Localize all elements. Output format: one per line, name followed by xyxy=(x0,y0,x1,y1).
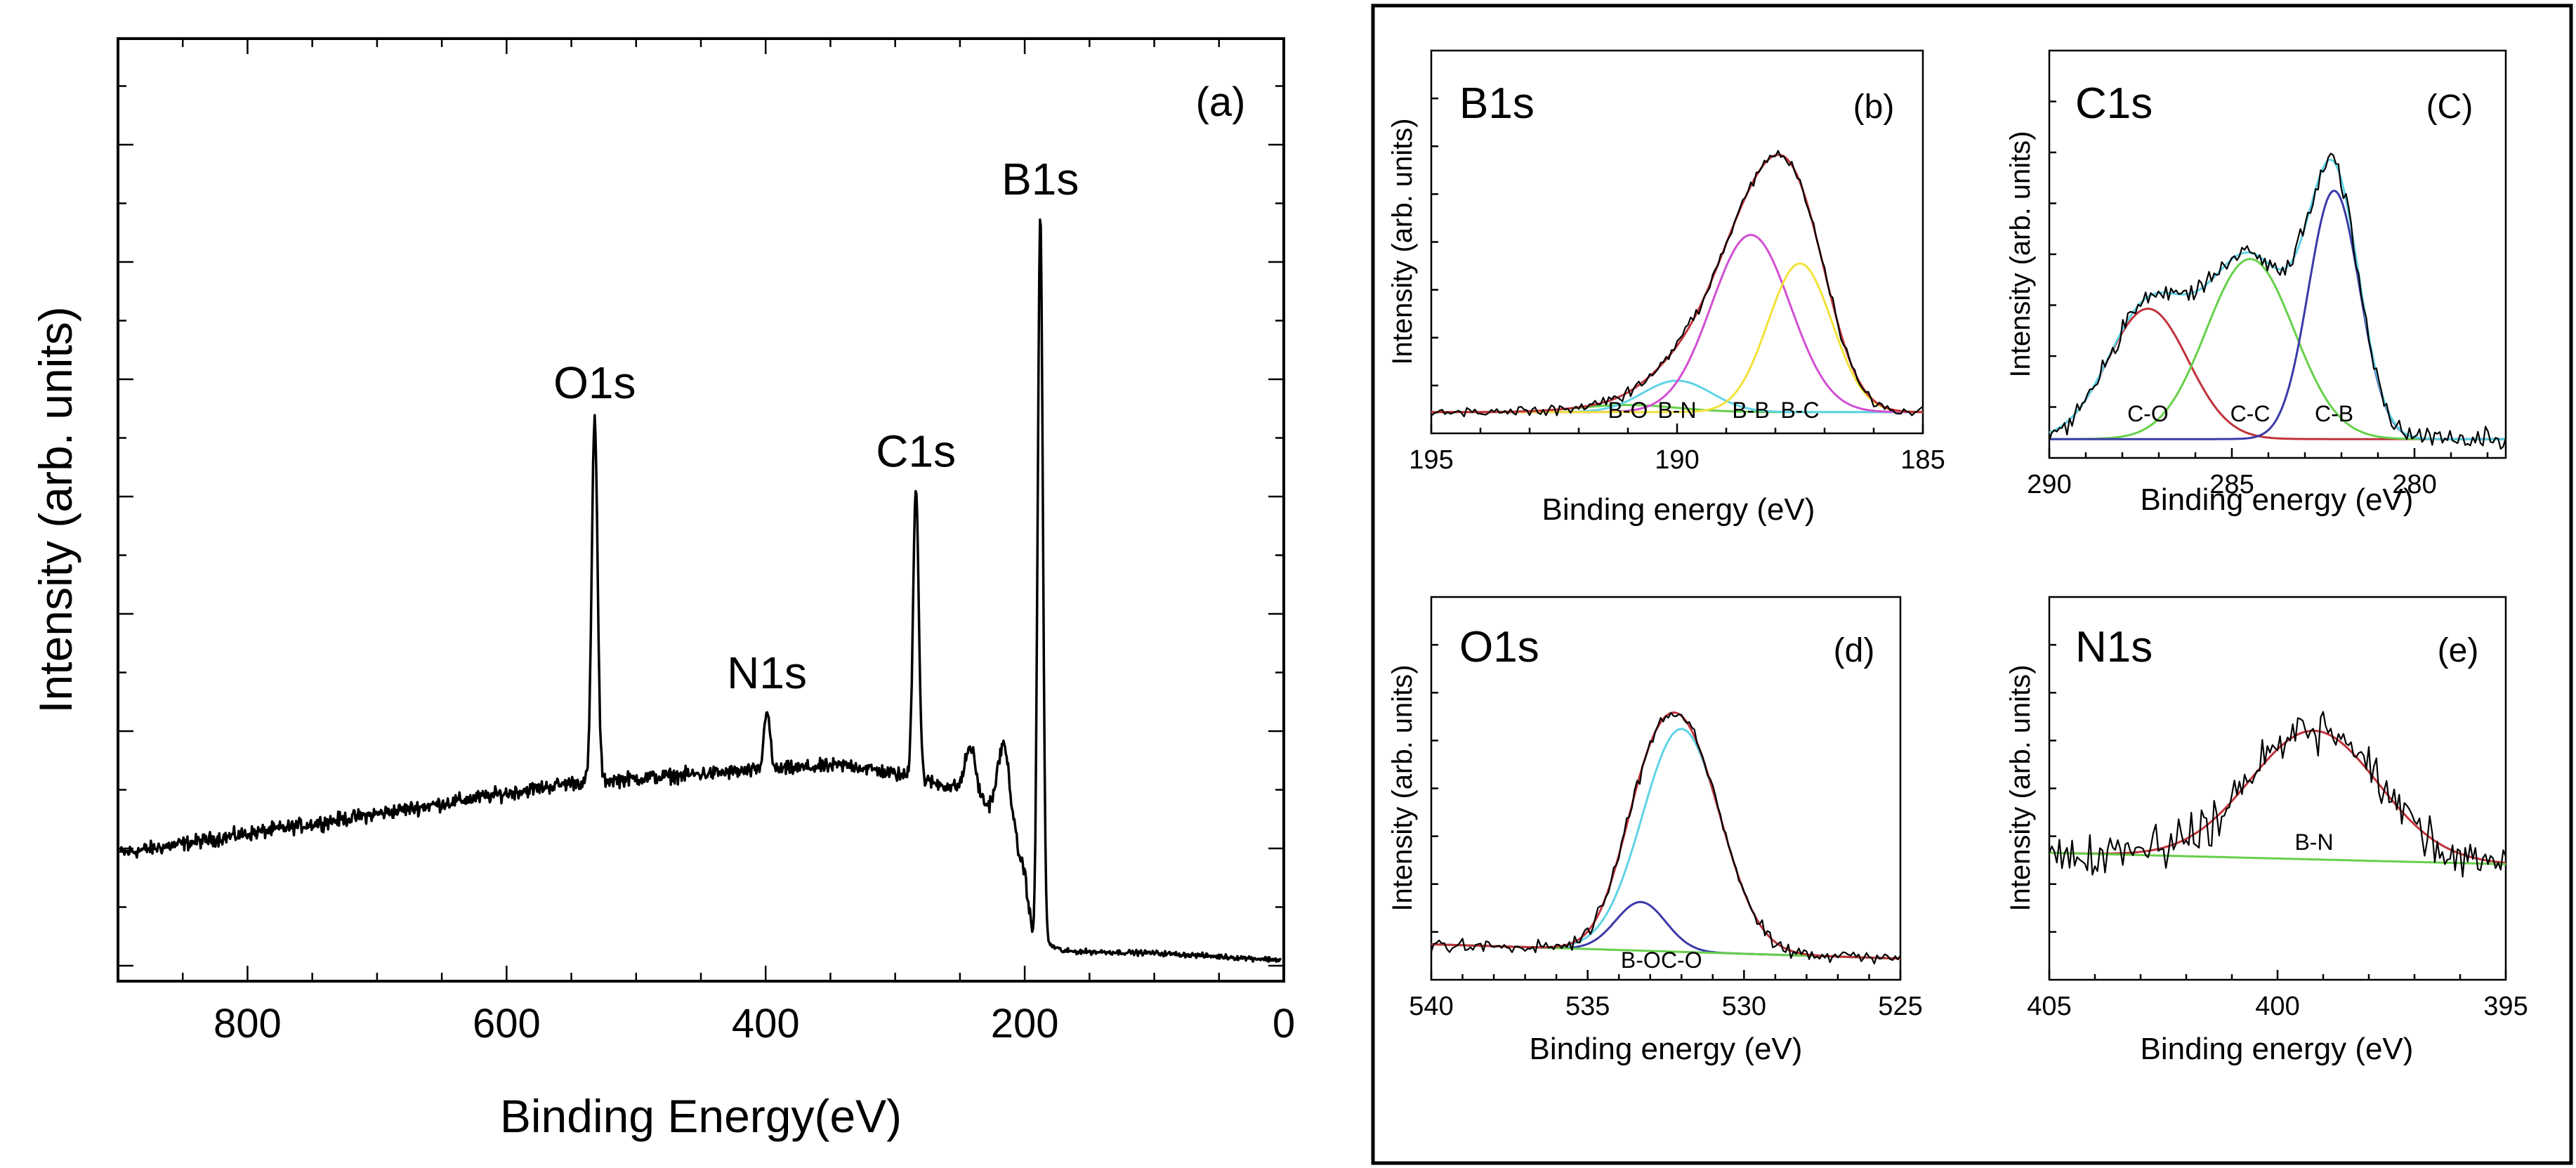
y-axis-title-d: Intensity (arb. units) xyxy=(1387,664,1418,911)
peak-label-B1s: B1s xyxy=(1001,154,1079,204)
peak-label-C1s: C1s xyxy=(876,426,956,476)
plot-d-component-labels: B-O C-O xyxy=(1621,947,1702,973)
high-resolution-panels-box xyxy=(1371,4,2573,1165)
x-axis-title-a: Binding Energy(eV) xyxy=(500,1090,902,1142)
peak-label-O1s: O1s xyxy=(553,357,636,408)
x-tick-label-a: 400 xyxy=(732,1001,800,1046)
x-tick-label-b: 185 xyxy=(1900,445,1945,475)
fit-component-C-O xyxy=(1431,728,1901,960)
panel-b-label: (b) xyxy=(1853,88,1895,126)
x-tick-label-b: 195 xyxy=(1409,445,1453,475)
y-axis-title-b: Intensity (arb. units) xyxy=(1387,118,1418,365)
plot-e-ticks xyxy=(2048,643,2507,980)
x-tick-label-c: 290 xyxy=(2027,470,2071,499)
component-label-C-O: C-O xyxy=(1661,947,1702,973)
panel-b-title: B1s xyxy=(1459,79,1535,128)
component-label-B-C: B-C xyxy=(1780,398,1819,423)
x-tick-label-a: 800 xyxy=(213,1001,282,1046)
x-axis-title-e: Binding energy (eV) xyxy=(2141,1032,2414,1066)
y-axis-title-c: Intensity (arb. units) xyxy=(2005,131,2036,377)
x-tick-label-c: 285 xyxy=(2209,470,2254,499)
x-tick-label-b: 190 xyxy=(1655,445,1699,475)
plot-c-fit-curves xyxy=(2049,158,2506,440)
plot-b-ticks xyxy=(1430,97,1924,433)
b1s-panel: 195 190 185 B-O B-N B-B B-C B1s (b) Binding e… xyxy=(1387,49,1945,527)
x-tick-label-d: 525 xyxy=(1878,992,1922,1021)
panel-c-label: (C) xyxy=(2426,88,2473,126)
peak-label-N1s: N1s xyxy=(727,648,807,698)
plot-c-ticks xyxy=(2048,100,2489,458)
fit-component-C-B xyxy=(2049,190,2506,440)
component-label-C-O: C-O xyxy=(2127,401,2169,426)
x-tick-label-d: 540 xyxy=(1409,992,1453,1021)
x-tick-label-e: 400 xyxy=(2255,992,2299,1021)
x-tick-label-d: 530 xyxy=(1722,992,1766,1021)
y-axis-title-a: Intensity (arb. units) xyxy=(29,306,81,714)
x-axis-title-d: Binding energy (eV) xyxy=(1530,1032,1803,1066)
plot-a-frame xyxy=(117,37,1285,983)
plot-d-fit-curves xyxy=(1431,711,1901,960)
x-tick-label-a: 600 xyxy=(473,1001,541,1046)
o1s-panel: 540 535 530 525 B-O C-O O1s (d) Binding ener… xyxy=(1387,596,1923,1066)
o1s-raw-spectrum xyxy=(1430,711,1901,965)
y-axis-title-e: Intensity (arb. units) xyxy=(2005,664,2036,911)
panel-d-title: O1s xyxy=(1459,623,1539,671)
x-tick-label-e: 395 xyxy=(2483,992,2528,1021)
x-tick-label-c: 280 xyxy=(2392,470,2436,499)
plot-b-tick-labels: 195 190 185 xyxy=(1409,445,1945,475)
component-label-C-C: C-C xyxy=(2230,401,2271,426)
x-axis-title-b: Binding energy (eV) xyxy=(1542,492,1815,527)
n1s-panel: 405 400 395 B-N N1s (e) Binding energy (eV… xyxy=(2005,596,2528,1066)
plot-a-ticks xyxy=(117,39,1285,981)
c1s-raw-spectrum xyxy=(2048,152,2507,450)
plot-b-fit-curves xyxy=(1431,153,1924,414)
fit-envelope xyxy=(2049,158,2506,440)
fit-component-B-B xyxy=(1431,233,1923,414)
n1s-raw-spectrum xyxy=(2048,711,2507,878)
survey-spectrum-panel: 800 600 400 200 0 (a) O1s N1s C1s B1s Bindin… xyxy=(29,37,1295,1142)
c1s-panel: 290 285 280 C-O C-C C-B C1s (C) Binding ener… xyxy=(2005,49,2507,517)
panel-d-label: (d) xyxy=(1834,632,1875,669)
fit-baseline xyxy=(2049,851,2506,865)
fit-component-B-C xyxy=(1431,262,1924,414)
plot-e-tick-labels: 405 400 395 xyxy=(2027,992,2528,1021)
component-label-C-B: C-B xyxy=(2315,401,2353,426)
x-tick-label-a: 0 xyxy=(1273,1001,1295,1046)
x-tick-label-a: 200 xyxy=(991,1001,1059,1046)
plot-c-tick-labels: 290 285 280 xyxy=(2027,470,2436,499)
fit-envelope xyxy=(1431,153,1923,414)
plot-a-tick-labels: 800 600 400 200 0 xyxy=(213,1001,1295,1046)
plot-e-component-labels: B-N xyxy=(2294,829,2333,855)
plot-d-tick-labels: 540 535 530 525 xyxy=(1409,992,1922,1021)
panel-a-label: (a) xyxy=(1196,79,1246,125)
survey-spectrum-line xyxy=(119,218,1282,964)
component-label-B-N: B-N xyxy=(1657,398,1696,423)
plot-d-ticks xyxy=(1430,643,1902,980)
component-label-B-B: B-B xyxy=(1732,398,1769,423)
plot-c-component-labels: C-O C-C C-B xyxy=(2127,401,2353,426)
x-tick-label-d: 535 xyxy=(1565,992,1610,1021)
x-axis-title-c: Binding energy (eV) xyxy=(2141,483,2414,517)
component-label-B-N: B-N xyxy=(2294,829,2333,855)
panel-e-title: N1s xyxy=(2075,623,2153,671)
plot-b-component-labels: B-O B-N B-B B-C xyxy=(1608,398,1820,423)
component-label-B-O: B-O xyxy=(1608,398,1648,423)
panel-c-title: C1s xyxy=(2075,79,2153,128)
x-tick-label-e: 405 xyxy=(2027,992,2071,1021)
b1s-raw-spectrum xyxy=(1431,150,1924,418)
component-label-B-O: B-O xyxy=(1621,947,1661,973)
panel-e-label: (e) xyxy=(2438,632,2479,669)
